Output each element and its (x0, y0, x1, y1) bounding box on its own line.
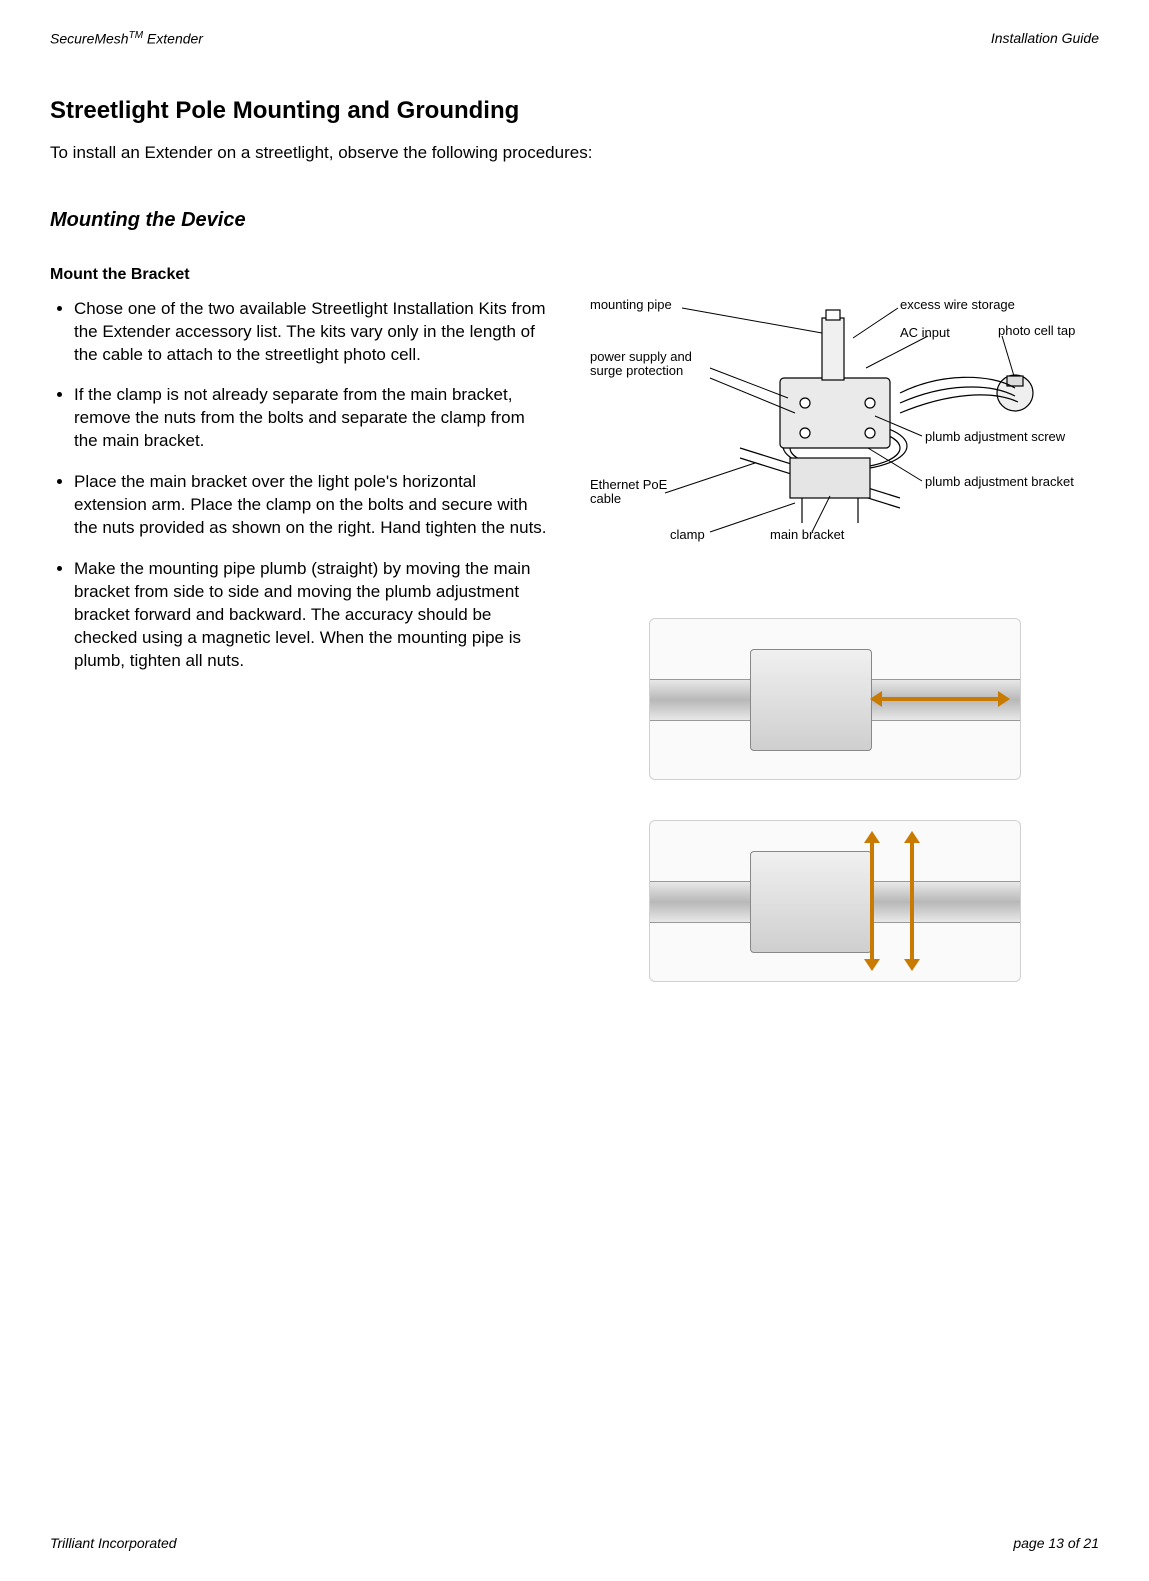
list-item: Place the main bracket over the light po… (74, 471, 550, 540)
header-right: Installation Guide (991, 30, 1099, 47)
label-ethernet: Ethernet PoE cable (590, 478, 670, 507)
list-item: If the clamp is not already separate fro… (74, 384, 550, 453)
label-clamp: clamp (670, 528, 720, 542)
label-mounting-pipe: mounting pipe (590, 298, 690, 312)
header-product-suffix: Extender (143, 31, 203, 47)
header-product-prefix: SecureMesh (50, 31, 129, 47)
section-heading: Streetlight Pole Mounting and Grounding (50, 97, 1099, 125)
label-excess-wire-storage: excess wire storage (900, 298, 1045, 312)
header-trademark: TM (129, 30, 143, 41)
fore-aft-motion-photo (649, 820, 1021, 982)
label-ac-input: AC input (900, 326, 960, 340)
label-main-bracket: main bracket (770, 528, 860, 542)
list-item: Make the mounting pipe plumb (straight) … (74, 558, 550, 673)
page-header: SecureMeshTM Extender Installation Guide (50, 30, 1099, 47)
subsection-heading: Mounting the Device (50, 209, 1099, 232)
header-left: SecureMeshTM Extender (50, 30, 203, 47)
labeled-diagram: mounting pipe excess wire storage AC inp… (570, 298, 1090, 578)
page-footer: Trilliant Incorporated page 13 of 21 (50, 1535, 1099, 1551)
label-power-supply: power supply and surge protection (590, 350, 710, 379)
label-photo-cell-tap: photo cell tap (998, 324, 1088, 338)
label-plumb-bracket: plumb adjustment bracket (925, 475, 1095, 489)
label-plumb-screw: plumb adjustment screw (925, 430, 1095, 444)
section-intro: To install an Extender on a streetlight,… (50, 143, 1099, 163)
instruction-list: Chose one of the two available Streetlig… (50, 298, 550, 673)
footer-company: Trilliant Incorporated (50, 1535, 177, 1551)
footer-page: page 13 of 21 (1013, 1535, 1099, 1551)
list-item: Chose one of the two available Streetlig… (74, 298, 550, 367)
step-heading: Mount the Bracket (50, 266, 1099, 284)
side-motion-photo (649, 618, 1021, 780)
